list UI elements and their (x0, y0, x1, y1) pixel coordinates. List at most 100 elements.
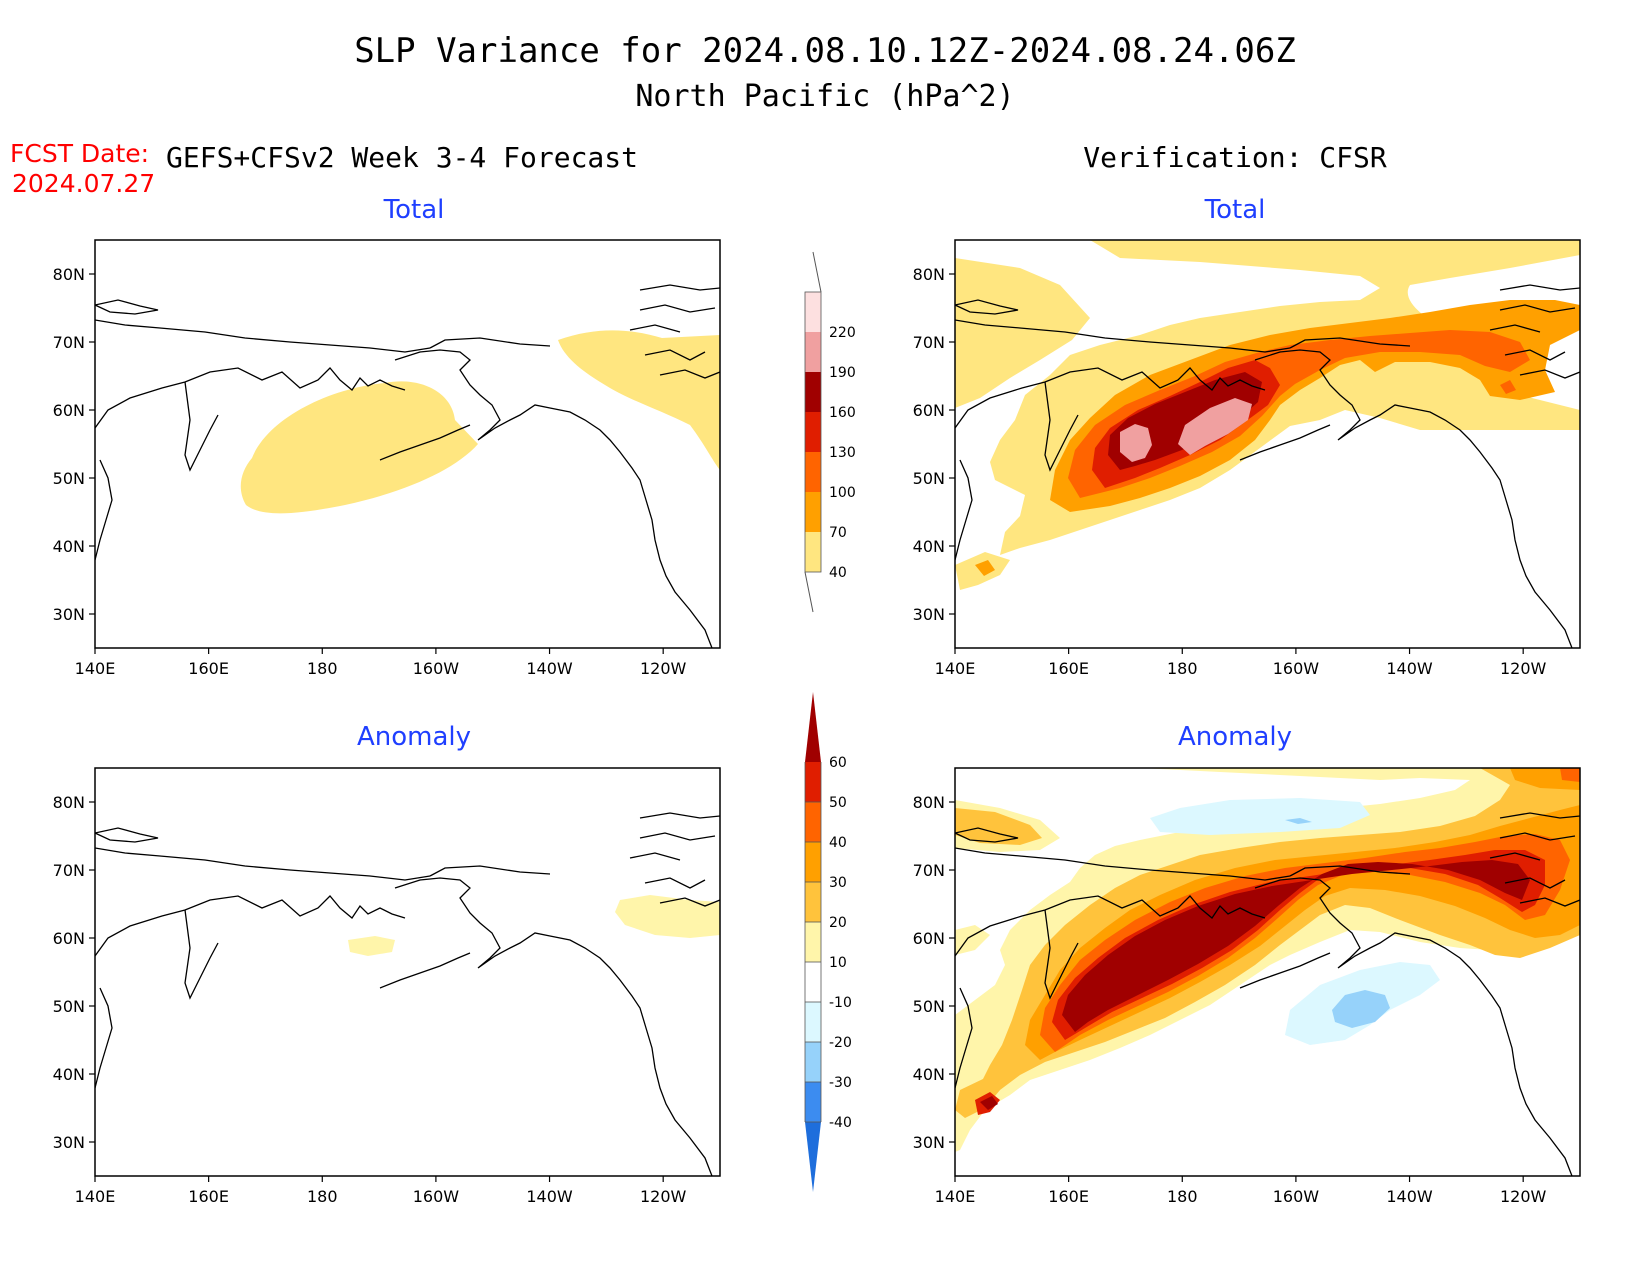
coastline-arctic-islands (955, 299, 1019, 315)
colorbar-anomaly-swatch (805, 842, 821, 882)
contour-fill-anomaly-neg20 (1285, 818, 1312, 824)
axes-layer: 140E 160E 180 160W 140W 120W 30N 40N 50N 60N 70N 80… (53, 265, 1547, 1206)
map-frame-fcst-anomaly (94, 767, 721, 1177)
coastline-japan (955, 459, 973, 561)
y-tick-label: 50N (53, 997, 85, 1016)
coastline-chukotka (1289, 865, 1411, 877)
colorbar-anomaly: -40 -30 -20 -10 10 20 30 40 50 60 (804, 692, 852, 1192)
coastline-eurasia (955, 319, 1291, 353)
coastline-okhotsk (1044, 381, 1079, 472)
coastline-eurasia (95, 319, 431, 353)
x-tick-label: 160W (413, 1187, 460, 1206)
coastline-aleutians (1239, 952, 1331, 989)
contour-fill-anomaly-20 (955, 1078, 1000, 1118)
fcst-date-value: 2024.07.27 (12, 169, 155, 198)
fcst-date-label: FCST Date: (10, 139, 149, 168)
coastline-aleutians (1239, 424, 1331, 461)
y-tick-label: 40N (53, 1065, 85, 1084)
y-tick-label: 50N (913, 997, 945, 1016)
y-tick-label: 70N (53, 861, 85, 880)
contour-fill-40 (955, 258, 1090, 408)
x-tick-label: 140E (935, 1187, 976, 1206)
coastline-okhotsk (1044, 909, 1079, 1000)
colorbar-anomaly-label: 20 (829, 915, 847, 931)
figure-title: SLP Variance for 2024.08.10.12Z-2024.08.… (354, 31, 1296, 71)
contour-fill-100 (1500, 380, 1516, 394)
y-tick-label: 30N (53, 1133, 85, 1152)
coastline-chukotka (429, 337, 551, 349)
x-tick-label: 180 (307, 659, 338, 678)
contour-fill-anomaly-neg10 (1150, 798, 1370, 835)
y-tick-label: 60N (53, 929, 85, 948)
colorbar-anomaly-label: -40 (829, 1115, 852, 1131)
colorbar-total-swatch (805, 372, 821, 412)
x-tick-label: 140E (935, 659, 976, 678)
colorbar-anomaly-label: -30 (829, 1075, 852, 1091)
y-tick-label: 70N (53, 333, 85, 352)
map-frame-fcst-total (94, 239, 721, 649)
x-tick-label: 120W (640, 659, 687, 678)
colorbar-anomaly-label: -20 (829, 1035, 852, 1051)
colorbar-anomaly-label: 60 (829, 755, 847, 771)
coastline-canada-islands (1489, 284, 1580, 379)
coastline-japan (955, 987, 973, 1089)
x-tick-label: 160E (188, 1187, 229, 1206)
colorbar-anomaly-swatch (805, 1122, 821, 1192)
y-tick-label: 30N (913, 605, 945, 624)
y-tick-label: 70N (913, 861, 945, 880)
x-tick-label: 180 (1167, 1187, 1198, 1206)
contour-fill-anomaly-10 (955, 925, 990, 955)
panel-subtitle-cfsr-total: Total (1204, 195, 1266, 225)
contour-fill-anomaly-40 (1560, 768, 1580, 782)
colorbar-anomaly-swatch (805, 882, 821, 922)
colorbar-anomaly-swatch (805, 1082, 821, 1122)
y-tick-label: 30N (913, 1133, 945, 1152)
colorbar-total-label: 100 (829, 485, 856, 501)
x-tick-label: 180 (307, 1187, 338, 1206)
colorbar-total-swatch (805, 412, 821, 452)
colorbar-total-label: 190 (829, 365, 856, 381)
coastline-canada-islands (629, 284, 720, 379)
colorbar-anomaly-swatch (805, 1042, 821, 1082)
y-tick-label: 80N (913, 265, 945, 284)
colorbar-anomaly-swatch (805, 692, 821, 762)
coastline-chukotka (429, 865, 551, 877)
coastline-arctic-islands (95, 299, 159, 315)
coastline-aleutians (379, 424, 471, 461)
coastline-arctic-islands (955, 827, 1019, 843)
coastline-alaska (394, 877, 713, 1176)
right-column-title: Verification: CFSR (1083, 141, 1387, 174)
coastline-japan (95, 987, 113, 1089)
x-tick-label: 120W (1500, 659, 1547, 678)
contour-fill-anomaly-10 (348, 936, 395, 956)
coastline-kamchatka (955, 895, 1266, 957)
x-tick-label: 160E (188, 659, 229, 678)
x-tick-label: 120W (640, 1187, 687, 1206)
contour-fill-anomaly-20 (955, 808, 1042, 845)
colorbar-anomaly-swatch (805, 762, 821, 802)
y-tick-label: 40N (913, 1065, 945, 1084)
contour-fill-anomaly-60 (980, 1096, 998, 1110)
panel-subtitle-fcst-total: Total (383, 195, 445, 225)
coastline-arctic-islands (95, 827, 159, 843)
contour-fill-190 (1178, 398, 1252, 455)
x-tick-label: 140E (75, 1187, 116, 1206)
coastline-eurasia (955, 847, 1291, 881)
x-tick-label: 160E (1048, 659, 1089, 678)
colorbar-total-swatch (805, 292, 821, 332)
map-panel-fcst-total (95, 284, 720, 648)
panel-subtitle-cfsr-anomaly: Anomaly (1178, 722, 1292, 752)
coastline-canada-islands (629, 812, 720, 907)
x-tick-label: 140E (75, 659, 116, 678)
colorbar-total-swatch (805, 492, 821, 532)
coastline-alaska (394, 349, 713, 648)
coastline-canada-islands (1489, 812, 1580, 907)
x-tick-label: 160W (1273, 659, 1320, 678)
coastline-alaska (1254, 349, 1573, 648)
y-tick-label: 80N (53, 265, 85, 284)
x-tick-label: 140W (526, 659, 573, 678)
map-panel-fcst-anomaly (95, 812, 720, 1176)
contour-fill-40 (240, 381, 478, 514)
colorbar-anomaly-swatch (805, 802, 821, 842)
